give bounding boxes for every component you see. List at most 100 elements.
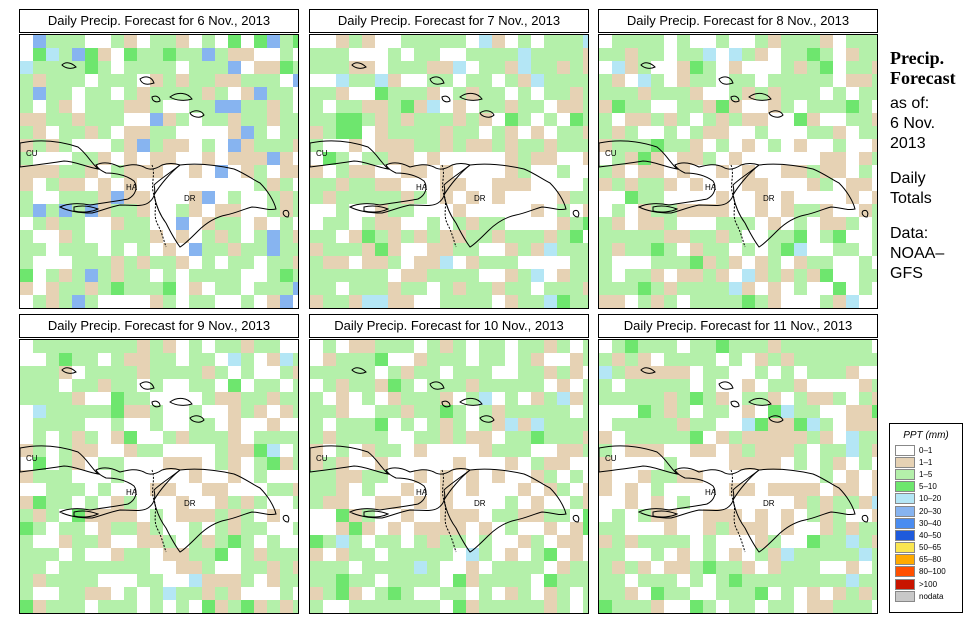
precip-cell — [492, 74, 505, 87]
precip-cell — [755, 405, 768, 418]
precip-cell — [362, 113, 375, 126]
precip-cell — [59, 405, 72, 418]
precip-cell — [72, 113, 85, 126]
precip-cell — [401, 548, 414, 561]
precip-cell — [427, 496, 440, 509]
precip-cell — [781, 269, 794, 282]
precip-cell — [612, 431, 625, 444]
precip-cell — [453, 87, 466, 100]
precip-cell — [349, 87, 362, 100]
precip-cell — [755, 178, 768, 191]
precip-cell — [228, 87, 241, 100]
precip-cell — [820, 483, 833, 496]
precip-cell — [323, 191, 336, 204]
precip-cell — [755, 496, 768, 509]
precip-cell — [440, 379, 453, 392]
precip-cell — [625, 217, 638, 230]
precip-cell — [414, 295, 427, 308]
precip-cell — [518, 113, 531, 126]
precip-cell — [202, 431, 215, 444]
precip-cell — [544, 405, 557, 418]
precip-cell — [846, 191, 859, 204]
precip-cell — [599, 340, 612, 353]
precip-cell — [228, 600, 241, 613]
precip-cell — [703, 35, 716, 48]
forecast-panel-nov6: Daily Precip. Forecast for 6 Nov., 2013 … — [19, 9, 299, 309]
precip-cell — [846, 340, 859, 353]
precip-cell — [310, 483, 323, 496]
precip-cell — [466, 405, 479, 418]
precip-cell — [544, 418, 557, 431]
precip-cell — [293, 191, 298, 204]
precip-cell — [664, 600, 677, 613]
coastline — [861, 515, 869, 523]
precip-cell — [202, 509, 215, 522]
precip-cell — [59, 48, 72, 61]
precip-cell — [46, 509, 59, 522]
precip-cell — [241, 165, 254, 178]
precip-cell — [267, 353, 280, 366]
precip-cell — [427, 379, 440, 392]
precip-cell — [872, 100, 877, 113]
precip-cell — [401, 483, 414, 496]
precip-cell — [846, 509, 859, 522]
precip-cell — [755, 152, 768, 165]
precip-cell — [846, 496, 859, 509]
precip-cell — [872, 139, 877, 152]
precip-cell — [742, 204, 755, 217]
precip-map: CU HA DR — [598, 34, 878, 309]
precip-cell — [583, 282, 588, 295]
precip-cell — [612, 269, 625, 282]
precip-cell — [202, 230, 215, 243]
legend-swatch — [895, 481, 915, 493]
precip-cell — [163, 204, 176, 217]
precip-cell — [280, 152, 293, 165]
precip-cell — [228, 522, 241, 535]
precip-cell — [59, 444, 72, 457]
precip-cell — [215, 509, 228, 522]
precip-cell — [479, 178, 492, 191]
precip-cell — [137, 74, 150, 87]
precip-cell — [677, 87, 690, 100]
precip-cell — [781, 457, 794, 470]
precip-cell — [176, 483, 189, 496]
precip-cell — [293, 74, 298, 87]
precip-cell — [677, 256, 690, 269]
precip-cell — [150, 379, 163, 392]
precip-cell — [33, 548, 46, 561]
precip-cell — [150, 353, 163, 366]
precip-cell — [742, 418, 755, 431]
coastline — [441, 400, 451, 408]
precip-cell — [33, 574, 46, 587]
precip-cell — [794, 230, 807, 243]
precip-cell — [531, 444, 544, 457]
precip-cell — [163, 191, 176, 204]
precip-cell — [293, 392, 298, 405]
precip-cell — [492, 379, 505, 392]
precip-cell — [570, 87, 583, 100]
precip-cell — [267, 535, 280, 548]
precip-cell — [336, 61, 349, 74]
precip-cell — [323, 509, 336, 522]
precip-cell — [323, 100, 336, 113]
precip-cell — [570, 457, 583, 470]
precip-cell — [98, 269, 111, 282]
precip-cell — [742, 444, 755, 457]
precip-cell — [638, 178, 651, 191]
precip-cell — [583, 392, 588, 405]
precip-cell — [531, 48, 544, 61]
precip-cell — [20, 353, 33, 366]
precip-cell — [872, 178, 877, 191]
precip-cell — [820, 61, 833, 74]
precip-cell — [401, 366, 414, 379]
precip-cell — [492, 204, 505, 217]
precip-cell — [492, 269, 505, 282]
precip-cell — [583, 126, 588, 139]
legend-item: 30–40 — [895, 517, 962, 529]
precip-cell — [336, 561, 349, 574]
precip-cell — [267, 418, 280, 431]
precip-cell — [820, 418, 833, 431]
precip-cell — [664, 217, 677, 230]
precip-cell — [664, 269, 677, 282]
precip-cell — [781, 191, 794, 204]
